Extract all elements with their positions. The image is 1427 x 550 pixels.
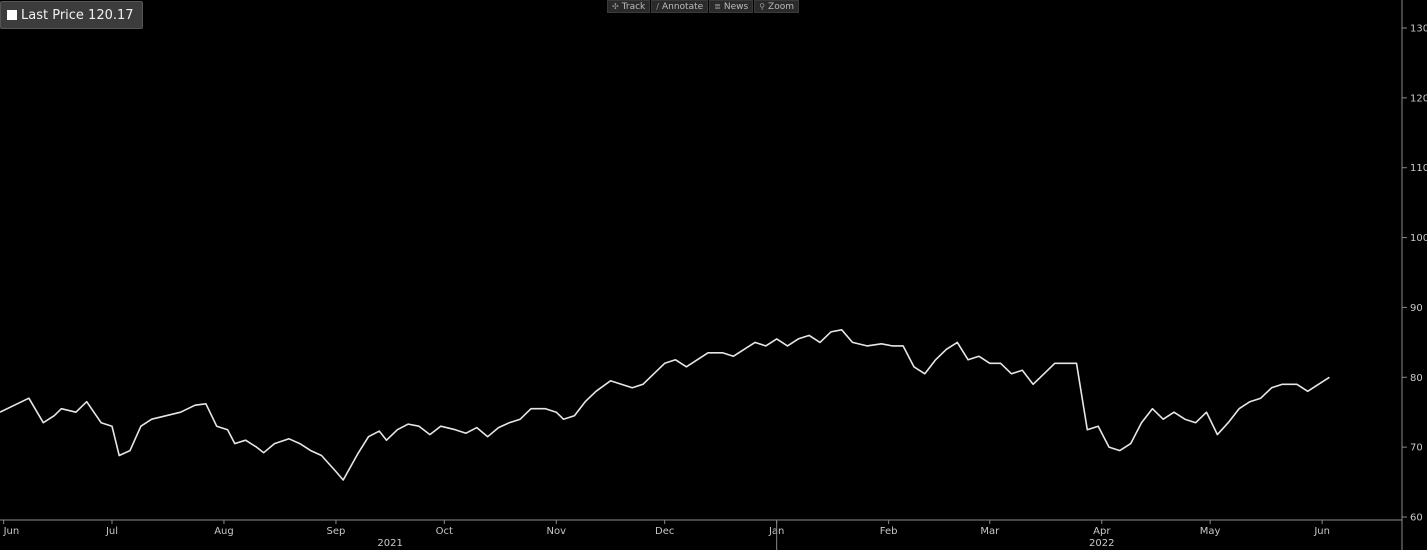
y-tick-label: 70 [1410, 443, 1423, 454]
magnifier-icon: ⚲ [759, 2, 766, 11]
legend-swatch [7, 10, 17, 20]
x-axis: Jun Jul Aug Sep Oct Nov Dec Jan Feb Mar Apr May Jun2… [0, 519, 1402, 550]
news-icon: ≣ [714, 2, 721, 11]
x-tick-label: Apr [1093, 526, 1111, 537]
x-tick-label: Sep [327, 526, 346, 537]
legend[interactable]: Last Price 120.17 [0, 1, 143, 29]
y-tick-label: 60 [1410, 513, 1423, 524]
series-layer [0, 328, 1330, 481]
y-tick-label: 110 [1410, 163, 1427, 174]
legend-label: Last Price 120.17 [21, 7, 134, 23]
year-label: 2021 [377, 538, 402, 549]
news-label: News [723, 1, 749, 12]
x-tick-label: Aug [214, 526, 234, 537]
x-tick-label: Jun [3, 526, 20, 537]
x-tick-label: May [1200, 526, 1221, 537]
x-tick-label: Jun [1313, 526, 1330, 537]
x-tick-label: Oct [436, 526, 453, 537]
annotate-label: Annotate [661, 1, 704, 12]
y-tick-label: 90 [1410, 303, 1423, 314]
track-button[interactable]: ✣ Track [607, 0, 651, 13]
track-label: Track [621, 1, 646, 12]
x-tick-label: Feb [880, 526, 898, 537]
x-tick-label: Nov [547, 526, 567, 537]
zoom-button[interactable]: ⚲ Zoom [754, 0, 799, 13]
zoom-label: Zoom [768, 1, 794, 12]
y-tick-label: 130 [1410, 24, 1427, 35]
pencil-icon: ∕ [656, 2, 659, 11]
news-button[interactable]: ≣ News [709, 0, 754, 13]
y-tick-label: 100 [1410, 233, 1427, 244]
x-tick-label: Jul [105, 526, 118, 537]
annotate-button[interactable]: ∕ Annotate [651, 0, 709, 13]
year-label: 2022 [1089, 538, 1114, 549]
price-line [0, 328, 1330, 481]
crosshair-icon: ✣ [612, 2, 619, 11]
chart-toolbar: ✣ Track ∕ Annotate ≣ News ⚲ Zoom [607, 0, 800, 13]
x-tick-label: Dec [655, 526, 674, 537]
y-tick-label: 120 [1410, 93, 1427, 104]
y-axis: 60 70 80 90 100 110 120 130 [1401, 0, 1427, 550]
x-tick-label: Mar [980, 526, 1000, 537]
y-tick-label: 80 [1410, 373, 1423, 384]
